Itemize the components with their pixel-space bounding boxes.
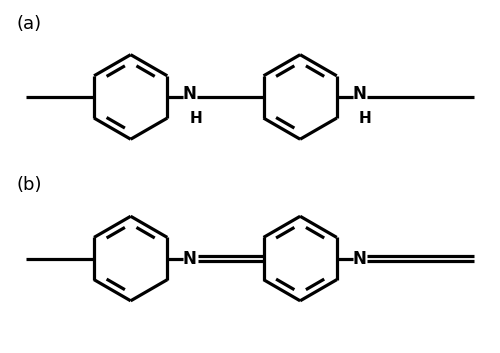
Text: (b): (b) (16, 176, 42, 195)
Text: N: N (182, 250, 196, 268)
Text: N: N (352, 250, 366, 268)
Text: N: N (352, 85, 366, 103)
Text: H: H (358, 111, 372, 126)
Text: N: N (182, 85, 196, 103)
Text: (a): (a) (16, 15, 42, 33)
Text: H: H (189, 111, 202, 126)
